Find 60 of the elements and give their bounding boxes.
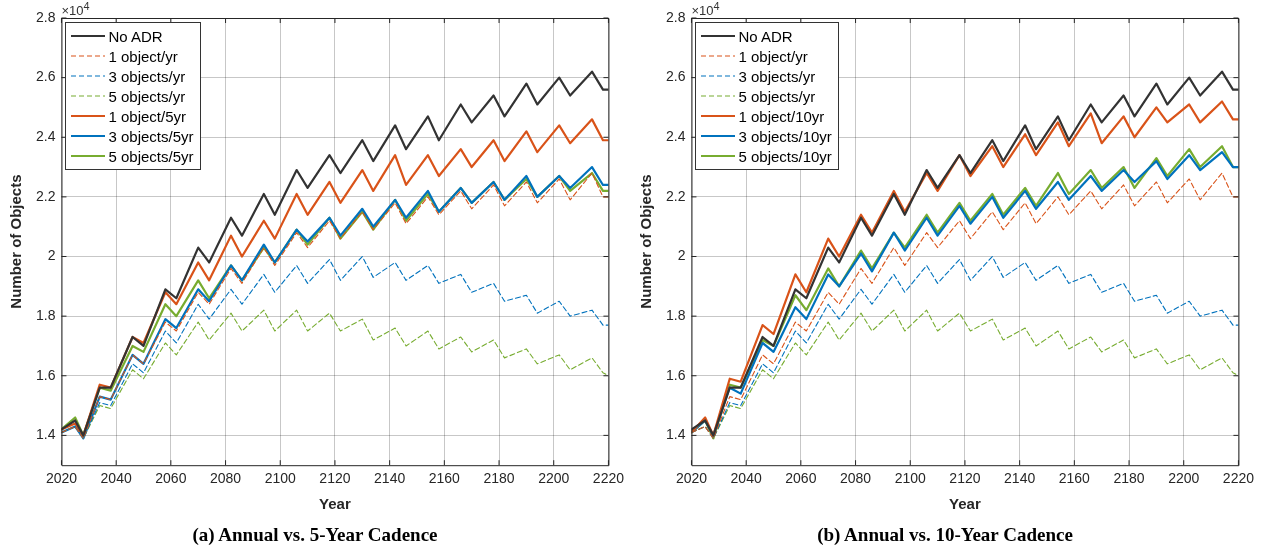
y-tick-label: 2.2: [35, 187, 56, 204]
y-tick-label: 1.8: [35, 306, 56, 323]
legend-label: 5 objects/yr: [738, 87, 816, 105]
x-tick-label: 2100: [894, 470, 927, 487]
y-tick-label: 1.4: [665, 426, 686, 443]
x-tick-label: 2200: [538, 470, 570, 487]
legend-label: 5 objects/yr: [108, 87, 186, 105]
x-tick-label: 2040: [730, 470, 762, 487]
legend-label: 3 objects/yr: [738, 67, 816, 85]
x-tick-label: 2040: [100, 470, 132, 487]
legend-label: 1 object/5yr: [108, 107, 186, 125]
y-tick-label: 2.4: [35, 128, 56, 145]
y-tick-label: 1.4: [35, 426, 56, 443]
annotation: ×10$^{4}$: [691, 0, 720, 19]
text: (a) Annual vs. 5-Year Cadence: [191, 524, 439, 546]
x-tick-label: 2020: [45, 470, 78, 487]
y-axis-title: Number of Objects: [7, 174, 25, 309]
legend-label: 5 objects/5yr: [108, 147, 194, 165]
x-axis-title: Year: [319, 495, 351, 513]
x-tick-label: 2140: [374, 470, 406, 487]
legend-label: No ADR: [738, 27, 793, 45]
y-tick-label: 2.8: [665, 8, 686, 25]
y-tick-label: 1.6: [665, 366, 686, 383]
x-tick-label: 2200: [1168, 470, 1200, 487]
y-tick-label: 2.8: [35, 8, 56, 25]
x-tick-label: 2080: [839, 470, 872, 487]
x-tick-label: 2180: [1113, 470, 1145, 487]
x-tick-label: 2180: [483, 470, 515, 487]
y-tick-label: 2.6: [35, 68, 56, 85]
x-axis-title: Year: [949, 495, 981, 513]
x-tick-label: 2220: [592, 470, 625, 487]
legend-label: 3 objects/5yr: [108, 127, 194, 145]
x-tick-label: 2060: [785, 470, 817, 487]
y-tick-label: 2: [47, 247, 56, 264]
x-tick-label: 2160: [1058, 470, 1091, 487]
legend-label: 3 objects/10yr: [738, 127, 832, 145]
legend-label: 1 object/yr: [108, 47, 178, 65]
annotation: ×10$^{4}$: [61, 0, 90, 19]
legend-label: 5 objects/10yr: [738, 147, 832, 165]
x-tick-label: 2080: [209, 470, 242, 487]
x-tick-label: 2220: [1222, 470, 1255, 487]
x-tick-label: 2140: [1004, 470, 1036, 487]
x-tick-label: 2120: [949, 470, 981, 487]
x-tick-label: 2060: [155, 470, 187, 487]
legend-label: 1 object/10yr: [738, 107, 825, 125]
x-tick-label: 2160: [428, 470, 461, 487]
y-tick-label: 2.4: [665, 128, 686, 145]
y-tick-label: 1.8: [665, 306, 686, 323]
y-tick-label: 2: [677, 247, 686, 264]
y-axis-title: Number of Objects: [637, 174, 655, 309]
legend-label: 3 objects/yr: [108, 67, 186, 85]
y-tick-label: 2.2: [665, 187, 686, 204]
legend-label: No ADR: [108, 27, 163, 45]
legend-label: 1 object/yr: [738, 47, 808, 65]
x-tick-label: 2120: [319, 470, 351, 487]
x-tick-label: 2100: [264, 470, 297, 487]
y-tick-label: 2.6: [665, 68, 686, 85]
x-tick-label: 2020: [675, 470, 708, 487]
text: (b) Annual vs. 10-Year Cadence: [816, 524, 1074, 546]
y-tick-label: 1.6: [35, 366, 56, 383]
